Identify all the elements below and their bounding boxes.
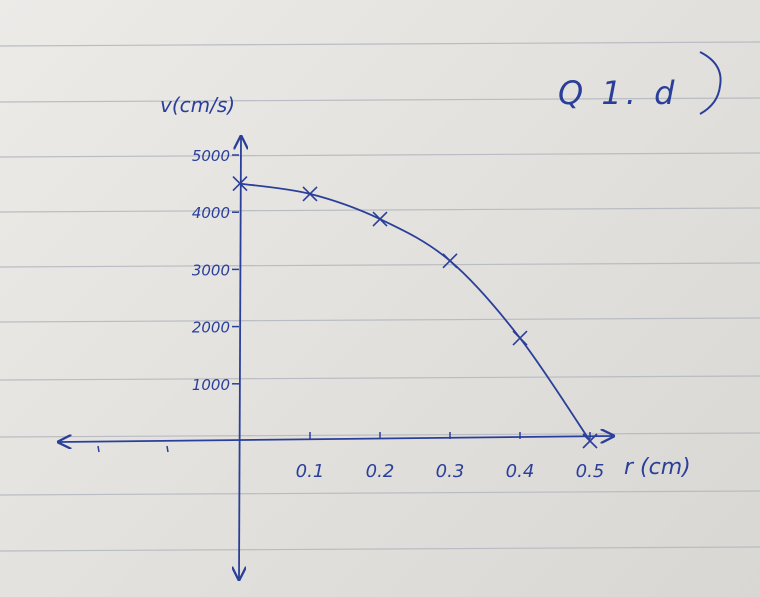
x-tick-label: 0.4 <box>506 461 535 482</box>
y-tick-label: 1000 <box>192 376 230 394</box>
x-tick-neg <box>166 445 169 453</box>
question-label: Q 1. d <box>558 74 678 112</box>
y-axis-label: v(cm/s) <box>160 93 235 117</box>
y-tick-label: 3000 <box>192 261 230 279</box>
data-point <box>582 433 598 449</box>
x-tick-label: 0.3 <box>436 461 465 482</box>
ruled-line <box>0 41 760 47</box>
x-tick-label: 0.1 <box>296 461 325 482</box>
x-axis <box>60 436 612 442</box>
ruled-line <box>0 375 760 381</box>
data-point <box>442 253 458 269</box>
x-axis-label: r (cm) <box>624 455 691 480</box>
ruled-line <box>0 97 760 103</box>
data-points <box>232 176 598 449</box>
ruled-line <box>0 207 760 213</box>
ruled-line <box>0 490 760 496</box>
y-ticks: 1000 2000 3000 4000 5000 <box>192 147 239 394</box>
data-point <box>302 186 318 202</box>
ruled-line <box>0 152 760 158</box>
ruled-line <box>0 317 760 323</box>
data-point <box>232 176 248 192</box>
y-axis <box>239 138 241 578</box>
ruled-line <box>0 546 760 552</box>
series-line <box>239 182 591 442</box>
data-point <box>372 211 388 227</box>
x-ticks: 0.1 0.2 0.3 0.4 0.5 <box>296 432 605 482</box>
data-point <box>512 330 528 346</box>
y-tick-label: 5000 <box>192 147 230 165</box>
x-tick-label: 0.2 <box>366 461 395 482</box>
ruled-line <box>0 262 760 268</box>
question-label-bracket <box>699 51 722 115</box>
x-tick-neg <box>97 445 100 453</box>
y-tick-label: 2000 <box>192 319 230 337</box>
y-tick-label: 4000 <box>192 204 230 222</box>
x-tick-label: 0.5 <box>576 461 605 482</box>
